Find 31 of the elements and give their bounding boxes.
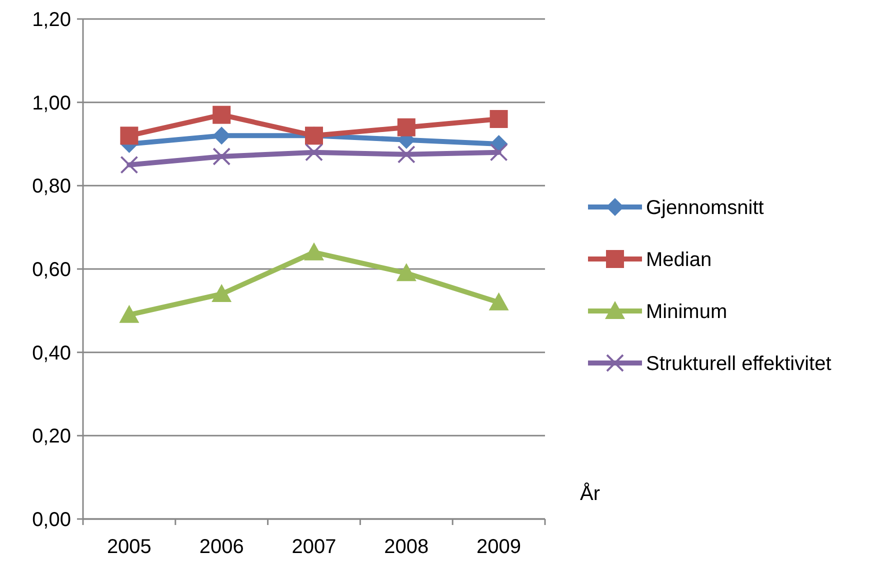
point (397, 145, 416, 164)
y-tick-label: 1,00 (32, 92, 71, 114)
x-tick-label: 2009 (476, 536, 522, 558)
point (120, 156, 138, 174)
point (305, 143, 323, 162)
point (488, 292, 509, 310)
x-tick-label: 2005 (106, 536, 152, 558)
point (212, 106, 231, 124)
point (490, 143, 508, 162)
y-tick-label: 0,20 (32, 426, 71, 448)
x-tick-label: 2006 (199, 536, 244, 558)
point (397, 118, 416, 136)
point (396, 263, 416, 282)
point (120, 126, 138, 145)
y-tick-label: 0,80 (32, 176, 71, 198)
y-tick-label: 1,20 (32, 9, 71, 31)
x-tick-label: 2008 (384, 536, 429, 558)
legend-label: Minimum (646, 301, 728, 323)
x-axis-title: År (580, 482, 600, 505)
legend-label: Gjennomsnitt (646, 197, 764, 219)
legend-label: Median (646, 249, 712, 271)
point (304, 242, 324, 260)
legend-label: Strukturell effektivitet (646, 353, 832, 375)
y-tick-label: 0,40 (32, 342, 71, 364)
y-tick-label: 0,00 (32, 509, 71, 531)
point (490, 110, 508, 128)
x-tick-label: 2007 (292, 536, 336, 558)
point (212, 148, 231, 166)
point (212, 284, 232, 302)
y-tick-label: 0,60 (32, 259, 71, 281)
point (119, 304, 140, 323)
